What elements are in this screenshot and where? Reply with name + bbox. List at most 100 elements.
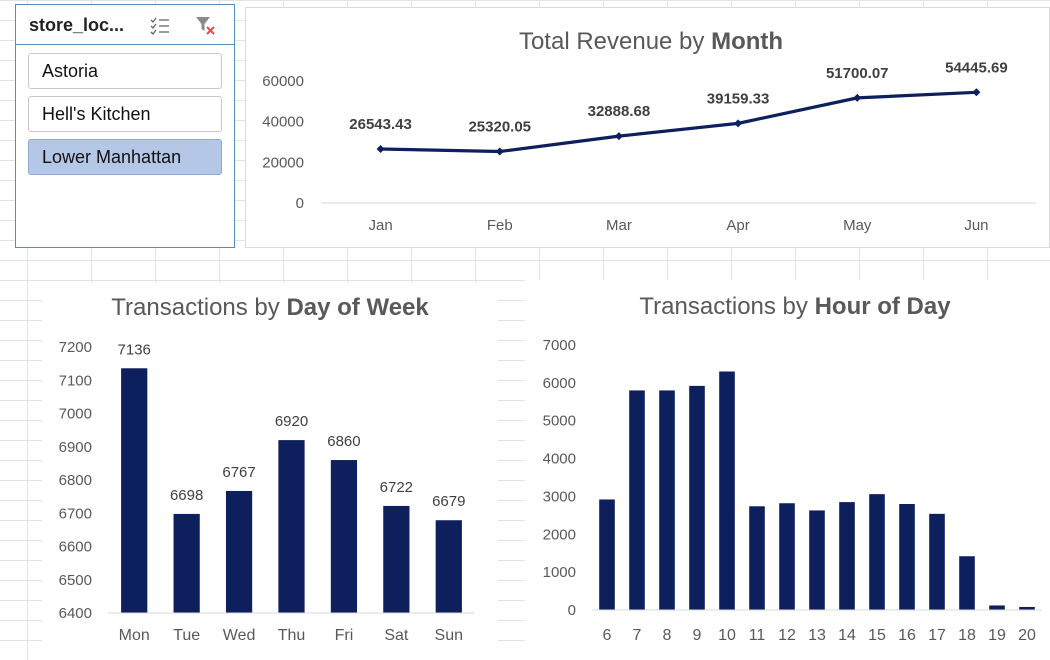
bar (278, 440, 305, 613)
data-label: 6722 (380, 479, 413, 496)
x-tick-label: 8 (663, 627, 672, 644)
x-tick-label: Mon (119, 627, 150, 644)
y-tick-label: 6400 (59, 605, 92, 622)
data-label: 51700.07 (826, 65, 889, 82)
data-label: 39159.33 (707, 90, 770, 107)
y-tick-label: 7100 (59, 372, 92, 389)
y-tick-label: 4000 (543, 451, 576, 468)
x-tick-label: Feb (487, 217, 513, 234)
y-tick-label: 6900 (59, 439, 92, 456)
x-tick-label: 6 (603, 627, 612, 644)
chart-title-bold: Day of Week (286, 294, 429, 321)
bar (435, 520, 462, 613)
data-label: 26543.43 (349, 116, 412, 133)
data-label: 6767 (222, 464, 255, 481)
slicer-item-astoria[interactable]: Astoria (28, 53, 222, 89)
chart-title-regular: Transactions by (111, 294, 286, 321)
y-tick-label: 7000 (543, 337, 576, 354)
bar (689, 385, 705, 610)
x-tick-label: 10 (718, 627, 736, 644)
y-tick-label: 60000 (262, 73, 304, 90)
x-tick-label: 12 (778, 627, 796, 644)
x-tick-label: Jun (964, 217, 988, 234)
multi-select-icon[interactable] (148, 14, 172, 38)
chart-title: Total Revenue by Month (519, 28, 783, 55)
data-label: 25320.05 (468, 119, 531, 136)
chart-title-regular: Transactions by (639, 293, 814, 320)
bar (659, 390, 675, 610)
x-tick-label: 9 (693, 627, 702, 644)
slicer-item-lower-manhattan[interactable]: Lower Manhattan (28, 139, 222, 175)
transactions-by-hour-chart[interactable]: Transactions by Hour of Day 0 1000 2000 3000… (525, 280, 1050, 660)
data-point-marker (853, 93, 862, 102)
x-tick-label: Sat (384, 627, 409, 644)
x-tick-label: Tue (173, 627, 200, 644)
bar (749, 506, 765, 610)
data-point-marker (734, 119, 743, 128)
y-tick-label: 0 (568, 602, 576, 619)
store-location-slicer[interactable]: store_loc... Astoria Hell's Kitchen Lowe… (15, 4, 235, 248)
x-tick-label: Sun (435, 627, 463, 644)
transactions-by-day-chart[interactable]: Transactions by Day of Week 6400 6500 6600 6… (42, 283, 498, 660)
bar (173, 513, 200, 613)
bar (809, 510, 825, 610)
bar (989, 605, 1005, 610)
y-tick-label: 40000 (262, 114, 304, 131)
x-tick-label: Wed (223, 627, 256, 644)
y-tick-label: 3000 (543, 488, 576, 505)
slicer-header: store_loc... (16, 5, 234, 45)
series-line (380, 90, 977, 154)
x-tick-label: 13 (808, 627, 826, 644)
data-point-marker (376, 145, 385, 154)
bar (330, 460, 358, 613)
revenue-by-month-chart[interactable]: Total Revenue by Month 0 20000 40000 60000 Ja… (245, 7, 1050, 248)
x-tick-label: Apr (726, 217, 749, 234)
x-tick-label: Mar (606, 217, 632, 234)
x-tick-label: May (843, 217, 872, 234)
data-label: 54445.69 (945, 59, 1008, 76)
bar (719, 371, 735, 610)
y-tick-label: 6500 (59, 572, 92, 589)
y-tick-label: 6700 (59, 505, 92, 522)
slicer-item-hells-kitchen[interactable]: Hell's Kitchen (28, 96, 222, 132)
y-tick-label: 7200 (59, 339, 92, 356)
x-tick-label: Jan (368, 217, 392, 234)
y-tick-label: 0 (296, 195, 304, 212)
hour-bar-svg: Transactions by Hour of Day 0 1000 2000 3000… (543, 293, 1042, 644)
bar (869, 494, 885, 610)
data-label: 7136 (118, 341, 151, 358)
x-tick-label: 7 (633, 627, 642, 644)
bar (599, 499, 615, 610)
bar (629, 390, 645, 610)
y-tick-label: 7000 (59, 406, 92, 423)
y-tick-label: 6800 (59, 472, 92, 489)
x-tick-label: 15 (868, 627, 886, 644)
x-tick-label: 19 (988, 627, 1006, 644)
revenue-line-svg: Total Revenue by Month 0 20000 40000 60000 Ja… (262, 28, 1036, 234)
x-tick-label: 11 (749, 627, 766, 644)
chart-title: Transactions by Hour of Day (639, 293, 951, 320)
clear-filter-icon[interactable] (194, 14, 218, 38)
y-tick-label: 1000 (543, 564, 576, 581)
bar (929, 513, 945, 610)
bar (899, 504, 915, 610)
slicer-title: store_loc... (29, 15, 125, 35)
data-label: 6679 (432, 493, 465, 510)
data-point-marker (495, 147, 504, 156)
y-tick-label: 5000 (543, 413, 576, 430)
y-tick-label: 6000 (543, 375, 576, 392)
chart-title-regular: Total Revenue by (519, 28, 711, 55)
data-label: 32888.68 (588, 103, 651, 120)
bar (225, 490, 253, 613)
x-tick-label: 17 (928, 627, 946, 644)
y-tick-label: 2000 (543, 526, 576, 543)
chart-title: Transactions by Day of Week (111, 294, 429, 321)
bar (779, 503, 795, 610)
bar (959, 556, 975, 610)
bar (839, 502, 855, 610)
data-point-marker (614, 132, 623, 141)
chart-title-bold: Hour of Day (815, 293, 952, 320)
data-label: 6920 (275, 413, 308, 430)
x-tick-label: Thu (278, 627, 306, 644)
x-tick-label: Fri (335, 627, 354, 644)
